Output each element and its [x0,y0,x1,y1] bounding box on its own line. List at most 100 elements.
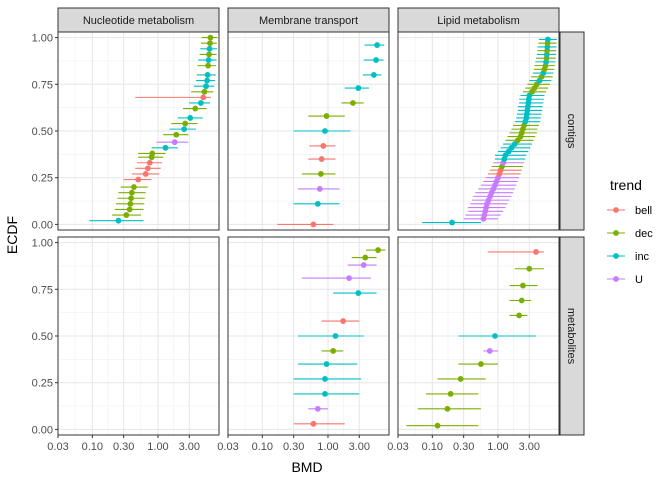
point-dec-17 [182,120,189,127]
point-inc-11 [373,57,379,63]
x-tick-label-1-2: 0.30 [283,441,304,453]
point-dec-19 [192,105,199,112]
point-dec-3 [457,376,464,382]
strips-layer: Nucleotide metabolism Membrane transport L… [57,7,585,436]
point-u-2 [316,186,323,192]
axes-layer: 0.00 0.25 0.50 0.75 1.00 0.00 0.25 0.50 0.75 1.00… [32,33,540,453]
point-inc-25 [204,72,211,78]
x-tick-label-2-3: 1.00 [487,441,508,453]
point-bell-9 [144,165,151,172]
point-dec-28 [206,51,212,58]
point-dec-4 [128,195,135,202]
panel-lipid-metabolism-contigs [397,31,560,231]
y-tick-label-contigs-4: 1.00 [32,33,53,45]
strip-contigs [559,31,585,231]
y-tick-label-contigs-3: 0.75 [32,79,53,91]
legend-label-dec: dec [635,228,653,240]
point-inc-9 [355,85,362,91]
y-tick-label-contigs-1: 0.25 [32,173,53,185]
legend-key-point-bell [613,207,619,213]
x-tick-label-1-1: 0.10 [252,441,273,453]
point-dec-2 [126,206,133,213]
point-dec-0 [434,422,441,429]
y-tick-label-metabolites-1: 0.25 [32,378,53,390]
point-inc-12 [374,42,381,48]
point-bell-0 [310,221,317,228]
legend: trend bell dec inc U [607,177,653,286]
point-dec-8 [350,100,356,106]
strip-label-metabolites: metabolites [565,308,577,365]
y-tick-label-metabolites-3: 0.75 [32,284,53,296]
y-axis-title: ECDF [4,216,20,254]
x-tick-label-2-1: 0.10 [422,441,443,453]
point-bell-11 [533,249,539,255]
panel-border [227,236,390,436]
point-inc-3 [322,376,328,382]
point-dec-3 [127,200,134,207]
point-u-9 [346,275,353,281]
point-dec-1 [123,212,130,218]
point-dec-1 [444,405,451,412]
point-bell-5 [320,143,327,149]
point-dec-12 [375,247,382,253]
x-tick-label-0-4: 3.00 [179,441,200,453]
strip-metabolites [559,236,585,436]
point-inc-49 [544,36,551,43]
point-inc-2 [322,391,328,397]
panel-border [397,236,560,436]
point-inc-29 [206,45,213,52]
point-inc-27 [205,57,212,63]
point-dec-11 [362,254,369,261]
point-inc-20 [197,100,204,106]
point-inc-13 [162,144,169,151]
point-inc-8 [355,290,362,296]
point-dec-5 [128,189,135,196]
strip-label-lipid-metabolism: Lipid metabolism [437,15,520,27]
point-dec-15 [173,131,180,138]
y-tick-label-contigs-2: 0.50 [32,126,53,138]
point-inc-1 [314,200,321,207]
strip-nucleotide-metabolism [57,7,220,33]
point-bell-10 [146,159,153,166]
x-tick-label-0-3: 1.00 [147,441,168,453]
point-dec-8 [518,297,525,304]
x-tick-label-0-0: 0.03 [47,441,68,453]
point-dec-9 [520,282,526,289]
x-tick-label-1-0: 0.03 [217,441,238,453]
point-inc-23 [203,83,209,90]
point-u-10 [360,262,367,268]
point-inc-16 [181,126,188,133]
point-dec-30 [207,40,213,47]
point-dec-7 [516,312,523,319]
point-u-5 [486,348,493,354]
x-tick-label-1-4: 3.00 [349,441,370,453]
x-tick-label-2-0: 0.03 [387,441,408,453]
point-inc-6 [322,128,328,134]
point-inc-24 [204,77,211,84]
panel-membrane-transport-contigs [227,31,390,231]
strip-label-nucleotide-metabolism: Nucleotide metabolism [83,15,194,27]
legend-key-point-dec [613,230,619,236]
y-tick-label-metabolites-4: 1.00 [32,238,53,250]
point-inc-18 [187,115,194,121]
x-tick-label-2-2: 0.30 [453,441,474,453]
y-tick-label-contigs-0: 0.00 [32,219,53,231]
y-tick-label-metabolites-0: 0.00 [32,424,53,436]
point-dec-2 [447,391,454,397]
legend-label-inc: inc [635,251,650,263]
legend-title: trend [610,177,642,193]
point-u-1 [314,405,321,412]
point-dec-12 [149,150,156,157]
point-dec-6 [131,184,137,190]
point-inc-6 [332,333,339,339]
point-dec-3 [317,171,324,177]
strip-lipid-metabolism [397,7,560,33]
x-tick-label-0-2: 0.30 [113,441,134,453]
x-tick-label-2-4: 3.00 [519,441,540,453]
point-inc-6 [492,333,498,339]
point-bell-21 [200,94,207,101]
strip-label-membrane-transport: Membrane transport [259,15,358,27]
point-bell-0 [310,420,317,427]
point-dec-26 [205,62,212,69]
